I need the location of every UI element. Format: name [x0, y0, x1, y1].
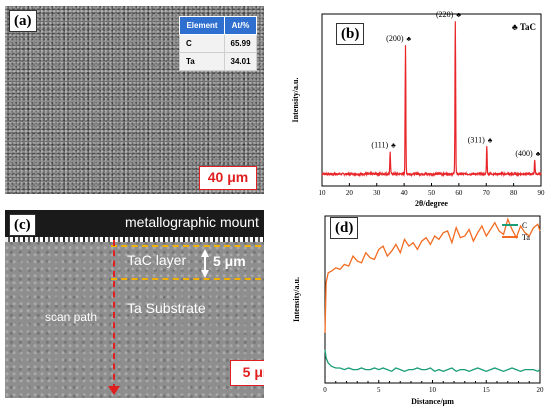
panel-label-a: (a) [9, 10, 37, 32]
substrate-label: Ta Substrate [127, 300, 206, 316]
line-scan-chart-svg: 0 5 10 15 20 Distance/μm Intensity/a.u. C Ta [292, 215, 545, 406]
x-axis-label: 2θ/degree [415, 199, 448, 208]
x-tick-label: 20 [537, 386, 545, 394]
sem-cross-section-image: (c) metallographic mount TaC layer 5 μm … [5, 210, 264, 398]
legend-label-c: C [522, 221, 527, 230]
tac-layer-label: TaC layer [127, 252, 187, 268]
x-tick-label: 60 [455, 189, 463, 197]
x-tick-label: 90 [538, 189, 546, 197]
layer-top-line [111, 245, 261, 247]
table-row: Ta 34.01 [178, 52, 257, 71]
table-header-element: Element [178, 16, 226, 35]
layer-bottom-line [111, 278, 261, 280]
scale-bar-c: 5 μm [230, 360, 264, 386]
legend-tac: ♣ TaC [512, 22, 536, 32]
x-tick-label: 20 [346, 189, 354, 197]
peak-marker: ♣ [536, 150, 541, 158]
peak-marker: ♣ [456, 11, 461, 19]
peak-label: (311) [468, 135, 485, 144]
y-axis-label: Intensity/a.u. [292, 277, 301, 322]
panel-label-b: (b) [336, 23, 365, 45]
legend-label-ta: Ta [522, 233, 530, 242]
panel-label-c: (c) [9, 214, 36, 236]
series-line-ta [324, 217, 541, 333]
scan-arrow-icon [108, 386, 120, 395]
xrd-series-line [321, 21, 542, 178]
metallographic-mount-region [5, 210, 264, 239]
peak-marker: ♣ [391, 142, 396, 150]
xrd-chart: (111) ♣ (200) ♣ (220) ♣ (311) ♣ (400) ♣ 10 20 30 40 50… [284, 6, 546, 211]
x-axis-label: Distance/μm [411, 397, 454, 406]
x-tick-label: 70 [483, 189, 491, 197]
panel-label-d: (d) [330, 217, 359, 239]
thickness-label: 5 μm [213, 253, 246, 269]
sem-surface-image: (a) Element At/% C 65.99 Ta 34.01 40 μm [5, 6, 264, 194]
table-cell-element: C [178, 34, 226, 53]
peak-label: (400) [515, 149, 533, 158]
x-tick-label: 50 [428, 189, 436, 197]
x-tick-label: 10 [429, 386, 437, 394]
table-cell-value: 34.01 [224, 52, 257, 71]
x-tick-label: 5 [377, 386, 381, 394]
mount-label: metallographic mount [125, 214, 259, 230]
xrd-chart-svg: (111) ♣(200) ♣(220) ♣(311) ♣(400) ♣10 20 30 40 50… [291, 10, 546, 208]
peak-marker: ♣ [406, 35, 411, 43]
composition-table-header: Element At/% [178, 16, 257, 35]
table-row: C 65.99 [178, 34, 257, 53]
peak-label: (111) [371, 141, 388, 150]
peak-label: (200) [386, 34, 404, 43]
arrow-down-icon [201, 270, 209, 278]
line-scan-chart: 0 5 10 15 20 Distance/μm Intensity/a.u. C Ta (d) [284, 208, 546, 412]
x-tick-label: 15 [483, 386, 491, 394]
peak-marker: ♣ [488, 136, 493, 144]
x-tick-label: 80 [510, 189, 518, 197]
scan-path-label: scan path [45, 310, 98, 324]
x-tick-label: 30 [373, 189, 381, 197]
x-tick-label: 40 [401, 189, 409, 197]
table-cell-value: 65.99 [224, 34, 257, 53]
peak-label: (220) [436, 10, 454, 19]
series-line-c [324, 349, 541, 373]
x-tick-label: 10 [319, 189, 327, 197]
scan-path-line [113, 240, 115, 390]
thickness-bar [204, 256, 206, 272]
composition-table: Element At/% C 65.99 Ta 34.01 [178, 16, 257, 71]
coating-edge [5, 237, 264, 242]
table-header-at: At/% [224, 16, 257, 35]
y-axis-label: Intensity/a.u. [291, 78, 300, 123]
table-cell-element: Ta [178, 52, 226, 71]
scale-bar-a: 40 μm [199, 166, 257, 190]
arrow-up-icon [201, 249, 209, 257]
x-tick-label: 0 [323, 386, 327, 394]
